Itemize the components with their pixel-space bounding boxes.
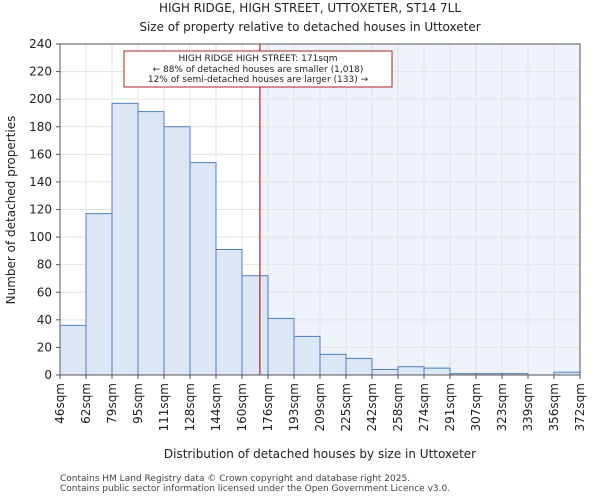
y-tick-label: 60 <box>37 285 52 299</box>
x-tick-label: 79sqm <box>105 383 119 424</box>
chart-subtitle: Size of property relative to detached ho… <box>139 20 480 34</box>
x-tick-label: 323sqm <box>495 383 509 431</box>
annotation-frame <box>123 50 393 88</box>
y-tick-label: 220 <box>29 65 52 79</box>
bar-46sqm <box>59 324 87 376</box>
x-tick-label: 225sqm <box>339 383 353 431</box>
y-tick-label: 140 <box>29 175 52 189</box>
bar-144sqm <box>215 248 243 376</box>
x-tick-label: 160sqm <box>235 383 249 431</box>
x-tick-label: 209sqm <box>313 383 327 431</box>
y-tick-label: 200 <box>29 92 52 106</box>
bar-95sqm <box>137 111 165 376</box>
bar-128sqm <box>189 162 217 376</box>
x-tick-label: 274sqm <box>417 383 431 431</box>
y-tick-label: 20 <box>37 340 52 354</box>
x-tick-label: 176sqm <box>261 383 275 431</box>
chart-title: HIGH RIDGE, HIGH STREET, UTTOXETER, ST14… <box>159 1 461 15</box>
bar-209sqm <box>319 353 347 376</box>
bar-62sqm <box>85 213 113 376</box>
histogram-chart: HIGH RIDGE, HIGH STREET, UTTOXETER, ST14… <box>4 1 587 461</box>
y-tick-label: 80 <box>37 258 52 272</box>
y-tick-label: 0 <box>44 368 52 382</box>
x-tick-label: 291sqm <box>443 383 457 431</box>
bar-274sqm <box>423 367 451 376</box>
annotation-line-1: HIGH RIDGE HIGH STREET: 171sqm <box>179 54 338 64</box>
annotation-box: HIGH RIDGE HIGH STREET: 171sqm ← 88% of … <box>123 50 393 88</box>
x-tick-label: 372sqm <box>573 383 587 431</box>
y-tick-label: 160 <box>29 147 52 161</box>
footer-line-1: Contains HM Land Registry data © Crown c… <box>60 474 411 484</box>
y-tick-label: 40 <box>37 313 52 327</box>
x-tick-label: 356sqm <box>547 383 561 431</box>
y-tick-label: 120 <box>29 203 52 217</box>
x-tick-label: 62sqm <box>79 383 93 424</box>
y-axis-label: Number of detached properties <box>4 116 18 305</box>
x-tick-label: 128sqm <box>183 383 197 431</box>
bar-242sqm <box>371 368 399 376</box>
x-tick-label: 193sqm <box>287 383 301 431</box>
footer-line-2: Contains public sector information licen… <box>60 484 451 494</box>
y-tick-label: 180 <box>29 120 52 134</box>
x-tick-label: 144sqm <box>209 383 223 431</box>
bar-225sqm <box>345 357 373 376</box>
bar-258sqm <box>397 366 425 376</box>
y-tick-label: 240 <box>29 37 52 51</box>
bar-160sqm <box>241 275 269 376</box>
annotation-line-3: 12% of semi-detached houses are larger (… <box>148 75 369 85</box>
x-tick-label: 242sqm <box>365 383 379 431</box>
bar-111sqm <box>163 126 191 376</box>
x-tick-label: 339sqm <box>521 383 535 431</box>
x-tick-label: 307sqm <box>469 383 483 431</box>
x-tick-label: 95sqm <box>131 383 145 424</box>
x-tick-label: 111sqm <box>157 383 171 431</box>
bar-193sqm <box>293 335 321 376</box>
annotation-line-2: ← 88% of detached houses are smaller (1,… <box>153 65 364 75</box>
x-tick-label: 258sqm <box>391 383 405 431</box>
bar-79sqm <box>111 102 139 376</box>
y-tick-label: 100 <box>29 230 52 244</box>
x-axis-label: Distribution of detached houses by size … <box>164 447 476 461</box>
x-tick-label: 46sqm <box>53 383 67 424</box>
bar-176sqm <box>267 317 295 376</box>
